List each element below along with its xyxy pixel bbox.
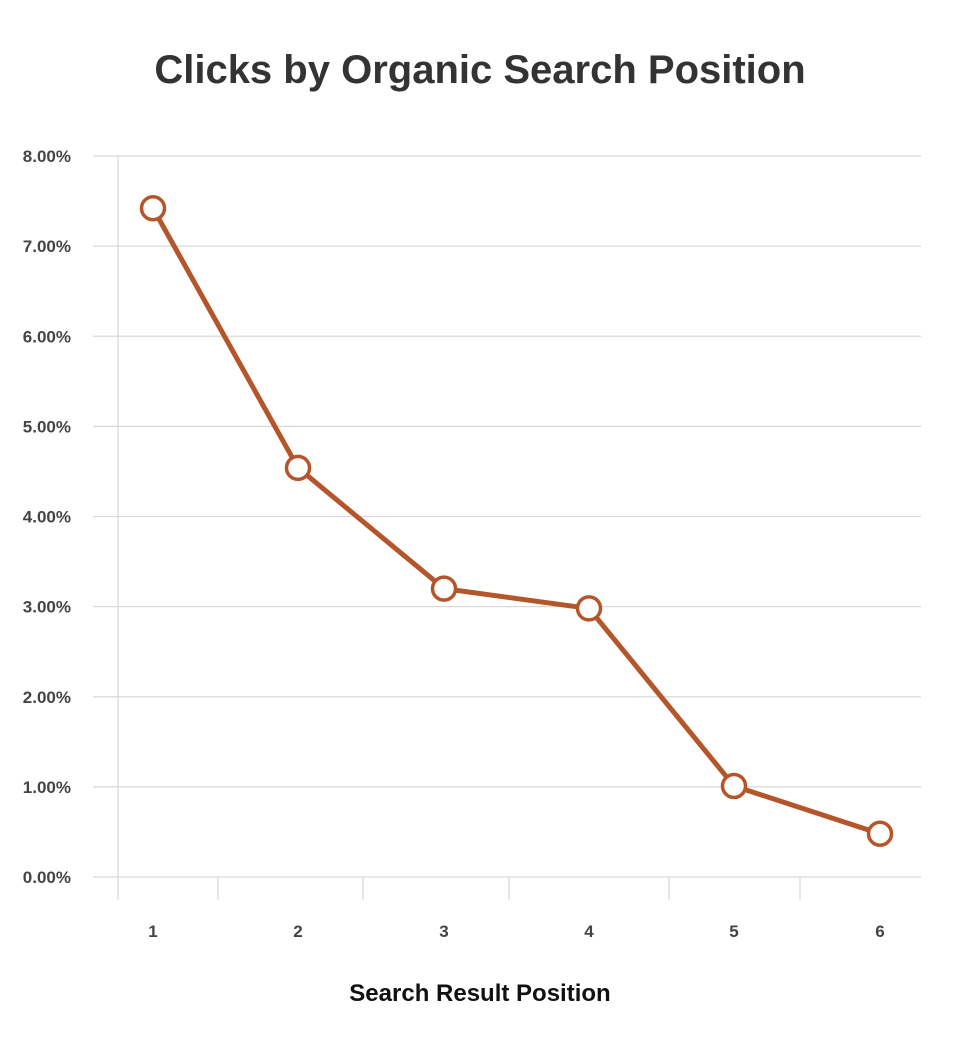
x-tick-label: 1 <box>148 922 157 941</box>
y-tick-label: 2.00% <box>23 688 71 707</box>
x-tick-label: 5 <box>729 922 738 941</box>
y-tick-label: 6.00% <box>23 327 71 346</box>
data-point-marker <box>430 575 458 602</box>
data-point-marker <box>139 195 167 222</box>
x-tick-label: 6 <box>875 922 884 941</box>
x-axis-tick-labels: 1 2 3 4 5 6 <box>148 922 884 941</box>
y-tick-label: 3.00% <box>23 598 71 617</box>
gridlines <box>93 155 921 878</box>
data-point-marker <box>720 772 748 800</box>
y-tick-label: 1.00% <box>23 778 71 797</box>
x-tick-label: 2 <box>293 922 302 941</box>
data-point-marker <box>284 454 312 482</box>
y-axis-tick-labels: 0.00% 1.00% 2.00% 3.00% 4.00% 5.00% 6.00% 7.00%… <box>23 147 71 887</box>
y-tick-label: 5.00% <box>23 417 71 436</box>
x-tick-label: 4 <box>584 922 594 941</box>
y-tick-label: 8.00% <box>23 147 71 166</box>
data-point-marker <box>575 595 603 622</box>
axes <box>117 156 801 900</box>
x-axis-title: Search Result Position <box>349 980 610 1007</box>
y-tick-label: 0.00% <box>23 868 71 887</box>
chart-title: Clicks by Organic Search Position <box>154 48 805 92</box>
series-layer <box>139 195 894 847</box>
x-tick-label: 3 <box>439 922 448 941</box>
series-line <box>150 205 883 837</box>
y-tick-label: 4.00% <box>23 508 71 527</box>
y-tick-label: 7.00% <box>23 237 71 256</box>
data-point-marker <box>866 820 894 847</box>
